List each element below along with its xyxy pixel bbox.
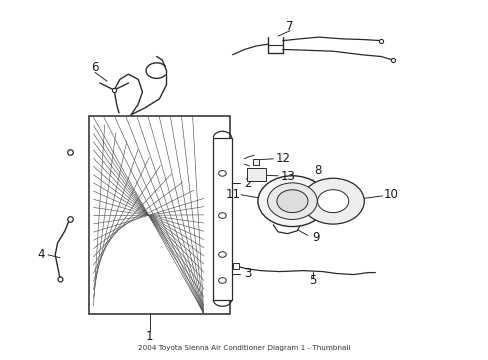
Text: 8: 8 <box>314 164 321 177</box>
Circle shape <box>276 190 307 213</box>
Text: 5: 5 <box>309 274 316 287</box>
Circle shape <box>267 183 317 220</box>
Circle shape <box>257 176 326 226</box>
Bar <box>246 168 265 181</box>
Text: 6: 6 <box>91 60 99 73</box>
Bar <box>213 138 231 300</box>
Text: 2004 Toyota Sienna Air Conditioner Diagram 1 - Thumbnail: 2004 Toyota Sienna Air Conditioner Diagr… <box>138 345 350 351</box>
Text: 7: 7 <box>285 20 293 33</box>
Bar <box>89 117 208 314</box>
Text: 9: 9 <box>312 231 320 244</box>
Circle shape <box>218 252 226 257</box>
Text: 3: 3 <box>244 267 251 280</box>
Circle shape <box>302 178 364 224</box>
Text: 11: 11 <box>225 188 240 201</box>
Text: 1: 1 <box>146 330 153 343</box>
Circle shape <box>218 213 226 219</box>
Circle shape <box>317 190 348 213</box>
Text: 10: 10 <box>383 188 397 201</box>
Text: 2: 2 <box>244 177 252 190</box>
Text: 13: 13 <box>280 170 294 183</box>
Text: 4: 4 <box>37 248 44 261</box>
Bar <box>89 117 230 314</box>
Circle shape <box>218 278 226 283</box>
Circle shape <box>218 171 226 176</box>
Text: 12: 12 <box>275 152 290 165</box>
